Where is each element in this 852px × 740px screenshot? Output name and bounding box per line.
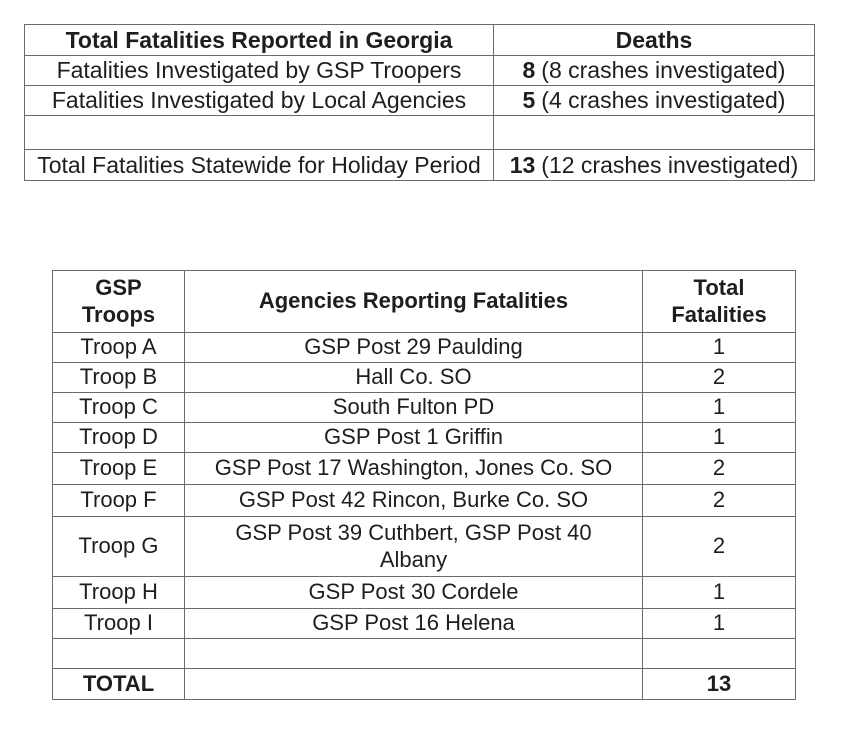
summary-row-deaths — [493, 115, 815, 150]
troop-cell: Troop D — [52, 422, 185, 453]
deaths-value: 13 — [509, 151, 536, 178]
total-cell: 1 — [642, 392, 796, 423]
troop-cell: Troop I — [52, 608, 185, 639]
total-cell: 2 — [642, 484, 796, 517]
troops-header-total: Total Fatalities — [642, 270, 796, 333]
deaths-value: 8 — [522, 57, 536, 84]
table-row: Fatalities Investigated by Local Agencie… — [24, 85, 815, 116]
summary-row-label — [24, 115, 494, 150]
summary-header-row: Total Fatalities Reported in Georgia Dea… — [24, 24, 815, 56]
troop-cell: Troop C — [52, 392, 185, 423]
total-cell: 2 — [642, 362, 796, 393]
deaths-note: (4 crashes investigated) — [541, 87, 786, 114]
agency-cell — [184, 668, 643, 700]
troops-header-agency: Agencies Reporting Fatalities — [184, 270, 643, 333]
agency-cell: GSP Post 16 Helena — [184, 608, 643, 639]
total-cell: 1 — [642, 608, 796, 639]
troops-header-row: GSP Troops Agencies Reporting Fatalities… — [52, 270, 796, 333]
troops-table: GSP Troops Agencies Reporting Fatalities… — [52, 270, 796, 700]
table-row: Troop G GSP Post 39 Cuthbert, GSP Post 4… — [52, 516, 796, 577]
table-row-total: Total Fatalities Statewide for Holiday P… — [24, 149, 815, 181]
troop-cell: Troop B — [52, 362, 185, 393]
troop-cell: Troop H — [52, 576, 185, 609]
troop-cell: Troop G — [52, 516, 185, 577]
table-row: Fatalities Investigated by GSP Troopers … — [24, 55, 815, 86]
troop-cell: Troop E — [52, 452, 185, 485]
table-row-total: TOTAL 13 — [52, 668, 796, 700]
troop-cell — [52, 638, 185, 669]
total-cell — [642, 638, 796, 669]
table-row: Troop E GSP Post 17 Washington, Jones Co… — [52, 452, 796, 485]
total-cell: 1 — [642, 422, 796, 453]
summary-row-label: Fatalities Investigated by Local Agencie… — [24, 85, 494, 116]
troop-cell: Troop A — [52, 332, 185, 363]
table-row: Troop D GSP Post 1 Griffin 1 — [52, 422, 796, 453]
summary-row-label: Fatalities Investigated by GSP Troopers — [24, 55, 494, 86]
total-cell: 1 — [642, 576, 796, 609]
total-cell: 2 — [642, 452, 796, 485]
agency-cell: South Fulton PD — [184, 392, 643, 423]
deaths-note: (12 crashes investigated) — [541, 151, 799, 178]
summary-row-label: Total Fatalities Statewide for Holiday P… — [24, 149, 494, 181]
table-row: Troop I GSP Post 16 Helena 1 — [52, 608, 796, 639]
table-row-empty — [24, 115, 815, 150]
summary-header-deaths: Deaths — [493, 24, 815, 56]
agency-cell: GSP Post 30 Cordele — [184, 576, 643, 609]
agency-cell: GSP Post 29 Paulding — [184, 332, 643, 363]
agency-cell: GSP Post 39 Cuthbert, GSP Post 40 Albany — [184, 516, 643, 577]
total-cell: 2 — [642, 516, 796, 577]
table-row: Troop C South Fulton PD 1 — [52, 392, 796, 423]
summary-table: Total Fatalities Reported in Georgia Dea… — [24, 24, 815, 181]
summary-row-deaths: 13 (12 crashes investigated) — [493, 149, 815, 181]
troop-cell: Troop F — [52, 484, 185, 517]
total-cell: 1 — [642, 332, 796, 363]
troops-header-troop: GSP Troops — [52, 270, 185, 333]
total-label-cell: TOTAL — [52, 668, 185, 700]
deaths-value: 5 — [522, 87, 536, 114]
agency-cell: Hall Co. SO — [184, 362, 643, 393]
deaths-note: (8 crashes investigated) — [541, 57, 786, 84]
agency-cell: GSP Post 1 Griffin — [184, 422, 643, 453]
summary-row-deaths: 8 (8 crashes investigated) — [493, 55, 815, 86]
table-row: Troop F GSP Post 42 Rincon, Burke Co. SO… — [52, 484, 796, 517]
summary-row-deaths: 5 (4 crashes investigated) — [493, 85, 815, 116]
agency-cell: GSP Post 17 Washington, Jones Co. SO — [184, 452, 643, 485]
table-row: Troop A GSP Post 29 Paulding 1 — [52, 332, 796, 363]
table-row-empty — [52, 638, 796, 669]
agency-cell — [184, 638, 643, 669]
summary-header-label: Total Fatalities Reported in Georgia — [24, 24, 494, 56]
grand-total-cell: 13 — [642, 668, 796, 700]
table-row: Troop H GSP Post 30 Cordele 1 — [52, 576, 796, 609]
table-row: Troop B Hall Co. SO 2 — [52, 362, 796, 393]
agency-cell: GSP Post 42 Rincon, Burke Co. SO — [184, 484, 643, 517]
